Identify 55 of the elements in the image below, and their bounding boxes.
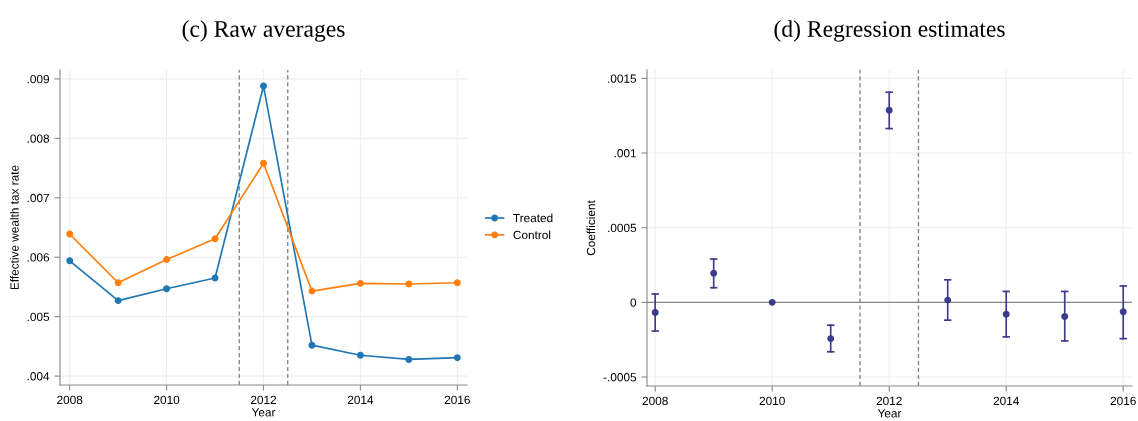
point (114, 279, 122, 287)
y-tick-label: .0015 (608, 74, 637, 83)
chart-title: (d) Regression estimates (774, 20, 1005, 42)
x-tick-label: 2016 (444, 395, 470, 405)
point (405, 280, 413, 288)
point (827, 335, 835, 343)
y-tick-label: -.0005 (603, 373, 637, 382)
x-tick-label: 2012 (250, 395, 277, 405)
point (356, 279, 364, 287)
point (211, 235, 219, 243)
point (66, 230, 74, 238)
point (710, 269, 718, 277)
y-tick-label: .001 (614, 149, 637, 158)
y-axis-title: Effective wealth tax rate (10, 165, 19, 290)
point (405, 355, 413, 363)
x-tick-label: 2016 (1110, 396, 1136, 406)
point (1061, 313, 1069, 321)
y-tick-label: .0005 (608, 223, 637, 233)
y-tick-label: .005 (27, 312, 50, 322)
point (651, 309, 659, 316)
x-tick-label: 2010 (759, 396, 785, 406)
point (768, 298, 776, 306)
x-tick-label: 2008 (642, 396, 668, 406)
point (260, 82, 267, 90)
point (1002, 310, 1010, 318)
legend-label: Control (513, 230, 551, 240)
y-tick-label: .006 (27, 253, 50, 262)
point (66, 257, 74, 265)
point (453, 279, 461, 287)
x-tick-label: 2014 (993, 396, 1019, 406)
point (163, 256, 171, 264)
point (308, 341, 316, 349)
x-tick-label: 2012 (876, 396, 902, 406)
point (885, 106, 893, 114)
y-axis-title: Coefficient (586, 200, 596, 256)
y-tick-label: 0 (630, 298, 637, 307)
point (453, 354, 461, 362)
point (163, 285, 171, 293)
x-tick-label: 2014 (347, 395, 374, 405)
x-tick-label: 2010 (154, 395, 180, 405)
x-tick-label: 2008 (57, 395, 83, 405)
x-axis-title: Year (877, 409, 902, 418)
legend-label: Treated (513, 213, 553, 223)
y-tick-label: .004 (27, 372, 50, 381)
point (1119, 308, 1127, 316)
y-tick-label: .008 (27, 134, 50, 143)
y-tick-label: .009 (27, 74, 50, 84)
point (114, 297, 122, 305)
point (308, 287, 316, 295)
x-axis-title: Year (251, 408, 276, 417)
point (260, 159, 267, 167)
point (944, 296, 952, 304)
point (356, 351, 364, 359)
chart-title: (c) Raw averages (182, 20, 345, 42)
y-tick-label: .007 (27, 193, 49, 203)
